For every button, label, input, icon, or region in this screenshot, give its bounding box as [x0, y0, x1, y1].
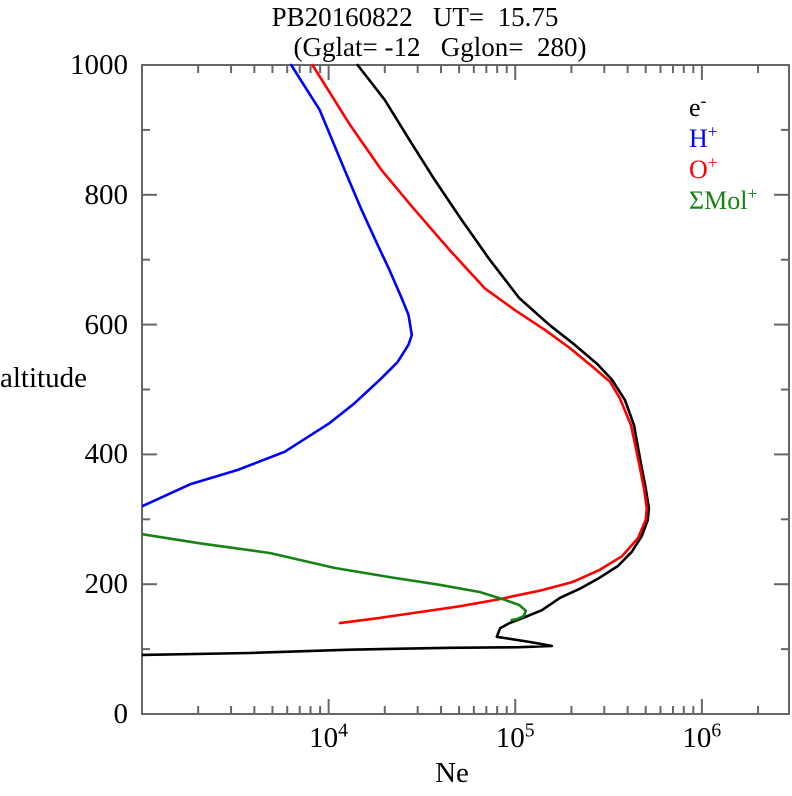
- legend: e- H+ O+ ΣMol+: [689, 92, 757, 216]
- series-O+: [311, 63, 649, 625]
- legend-item-H: H+: [689, 121, 718, 153]
- x-tick-label-10e6: 106: [682, 719, 722, 754]
- x-tick-label-10e4: 104: [309, 719, 349, 754]
- chart-subtitle: (Gglat= -12 Gglon= 280): [293, 32, 587, 62]
- chart-title: PB20160822 UT= 15.75: [271, 2, 559, 32]
- y-tick-label-800: 800: [84, 178, 129, 211]
- series-H+: [142, 63, 414, 508]
- series-SigmaMol+: [142, 532, 528, 622]
- y-tick-label-0: 0: [113, 698, 129, 730]
- legend-item-e: e-: [689, 90, 707, 122]
- legend-item-O: O+: [689, 152, 718, 184]
- legend-item-ΣMol: ΣMol+: [689, 183, 758, 215]
- y-tick-label-1000: 1000: [70, 49, 128, 81]
- y-axis-label: altitude: [0, 362, 87, 394]
- y-tick-label-400: 400: [84, 438, 129, 471]
- x-axis-label: Ne: [435, 757, 469, 789]
- x-tick-label-10e5: 105: [495, 719, 535, 754]
- series-e-: [142, 63, 651, 657]
- y-tick-label-600: 600: [84, 308, 129, 341]
- y-tick-label-200: 200: [84, 568, 129, 601]
